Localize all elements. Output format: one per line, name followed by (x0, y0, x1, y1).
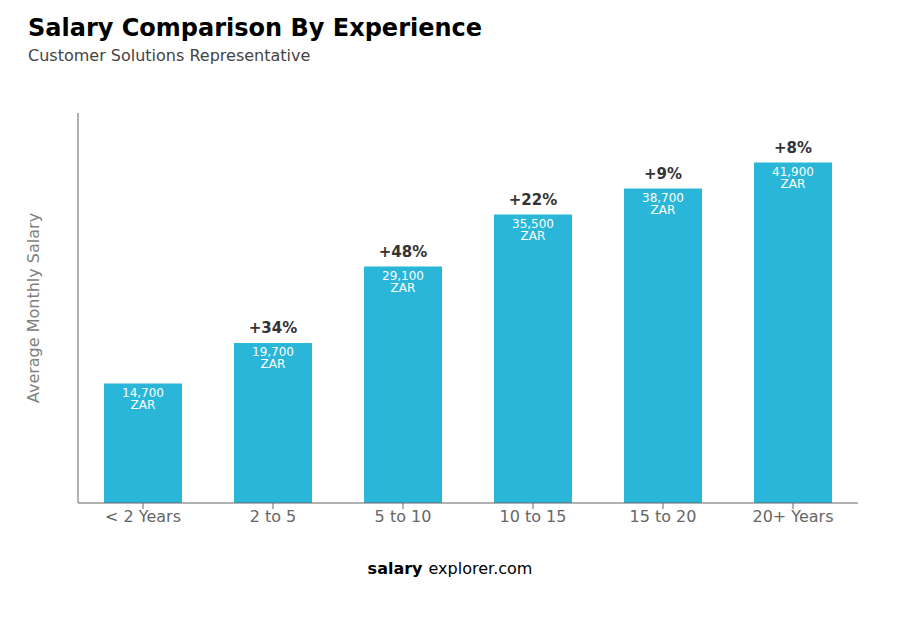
svg-text:+34%: +34% (249, 319, 297, 337)
html-text:salary explorer.com: salary explorer.com (367, 559, 533, 578)
svg-text:29,100ZAR: 29,100ZAR (382, 269, 424, 295)
svg-text:+48%: +48% (379, 243, 427, 261)
svg-text:Average Monthly Salary: Average Monthly Salary (24, 213, 43, 403)
svg-text:38,700ZAR: 38,700ZAR (642, 191, 684, 217)
svg-text:+22%: +22% (509, 191, 557, 209)
svg-text:2 to 5: 2 to 5 (250, 507, 297, 526)
svg-text:10 to 15: 10 to 15 (500, 507, 567, 526)
html-text:Customer Solutions Representat: Customer Solutions Representative (28, 46, 311, 65)
svg-text:15 to 20: 15 to 20 (630, 507, 697, 526)
svg-text:35,500ZAR: 35,500ZAR (512, 217, 554, 243)
svg-text:20+ Years: 20+ Years (752, 507, 833, 526)
svg-text:41,900ZAR: 41,900ZAR (772, 165, 814, 191)
svg-text:14,700ZAR: 14,700ZAR (122, 386, 164, 412)
svg-text:19,700ZAR: 19,700ZAR (252, 345, 294, 371)
svg-text:+8%: +8% (774, 139, 812, 157)
html-text:Salary Comparison By Experienc: Salary Comparison By Experience (28, 14, 483, 42)
svg-text:5 to 10: 5 to 10 (375, 507, 432, 526)
svg-text:+9%: +9% (644, 165, 682, 183)
svg-text:< 2 Years: < 2 Years (105, 507, 181, 526)
